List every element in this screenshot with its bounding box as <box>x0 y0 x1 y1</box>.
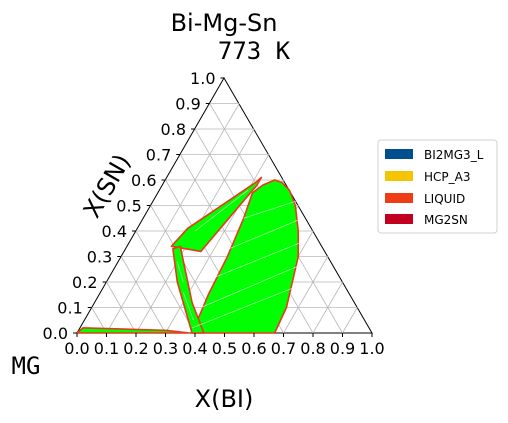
legend-item: LIQUID <box>385 192 465 206</box>
legend: BI2MG3_L HCP_A3 LIQUID MG2SN <box>377 139 498 234</box>
grid-line <box>283 256 329 334</box>
y-tick-label: 0.8 <box>161 120 186 139</box>
y-tick-label: 0.3 <box>87 248 112 267</box>
x-tick-label: 0.5 <box>212 339 237 358</box>
legend-frame <box>377 139 498 234</box>
middle-band <box>172 245 205 334</box>
legend-label-liquid: LIQUID <box>424 192 465 206</box>
y-ticks: 0.0 0.1 0.2 0.3 0.4 0.5 0.6 0.7 0.8 0.9 1.0 <box>43 69 225 343</box>
grid-line <box>342 307 358 334</box>
x-tick-label: 0.1 <box>94 339 119 358</box>
y-tick-label: 0.0 <box>43 324 68 343</box>
y-tick-label: 0.1 <box>57 299 82 318</box>
legend-swatch-liquid <box>385 193 413 203</box>
legend-item: BI2MG3_L <box>385 148 484 162</box>
tie-line <box>194 189 249 232</box>
tie-line <box>215 240 305 278</box>
tie-line <box>228 217 303 250</box>
tie-line <box>182 292 194 321</box>
x-axis-label: X(BI) <box>195 385 254 413</box>
x-tick-label: 1.0 <box>359 339 384 358</box>
grid-line <box>135 230 196 334</box>
legend-item: MG2SN <box>385 213 468 227</box>
bottom-band <box>76 327 190 334</box>
tie-line <box>176 261 184 283</box>
y-tick-label: 0.9 <box>175 95 200 114</box>
y-tick-label: 1.0 <box>190 69 215 88</box>
tie-lines <box>176 189 305 329</box>
chart-title: Bi-Mg-Sn <box>171 9 278 37</box>
x-tick-label: 0.3 <box>153 339 178 358</box>
y-tick-label: 0.5 <box>116 197 141 216</box>
x-tick-label: 0.6 <box>241 339 266 358</box>
x-ticks: 0.0 0.1 0.2 0.3 0.4 0.5 0.6 0.7 0.8 0.9 1.0 <box>64 333 385 358</box>
large-two-phase-region <box>191 179 300 334</box>
x-tick-label: 0.4 <box>182 339 207 358</box>
y-tick-label: 0.6 <box>131 171 156 190</box>
grid-line <box>106 103 240 334</box>
chart-subtitle: 773 K <box>218 37 291 65</box>
legend-label-bi2mg3-l: BI2MG3_L <box>424 148 484 162</box>
legend-swatch-bi2mg3-l <box>385 149 413 159</box>
tie-line <box>191 286 296 329</box>
grid-line <box>106 281 137 334</box>
grid-line <box>120 256 166 334</box>
corner-label-mg: MG <box>12 352 41 380</box>
x-tick-label: 0.0 <box>64 339 89 358</box>
y-tick-label: 0.4 <box>102 222 127 241</box>
legend-label-hcp-a3: HCP_A3 <box>424 170 470 184</box>
x-tick-label: 0.8 <box>300 339 325 358</box>
x-tick-label: 0.2 <box>123 339 148 358</box>
legend-label-mg2sn: MG2SN <box>424 213 468 227</box>
tie-line <box>200 263 303 308</box>
x-tick-label: 0.9 <box>330 339 355 358</box>
plot-area: 0.0 0.1 0.2 0.3 0.4 0.5 0.6 0.7 0.8 0.9 1.0 0.00.1… <box>43 69 385 358</box>
legend-swatch-mg2sn <box>385 214 413 224</box>
tie-line <box>243 200 299 219</box>
y-tick-label: 0.2 <box>72 273 97 292</box>
x-tick-label: 0.7 <box>271 339 296 358</box>
legend-swatch-hcp-a3 <box>385 171 413 181</box>
legend-item: HCP_A3 <box>385 170 470 184</box>
y-tick-label: 0.7 <box>146 146 171 165</box>
